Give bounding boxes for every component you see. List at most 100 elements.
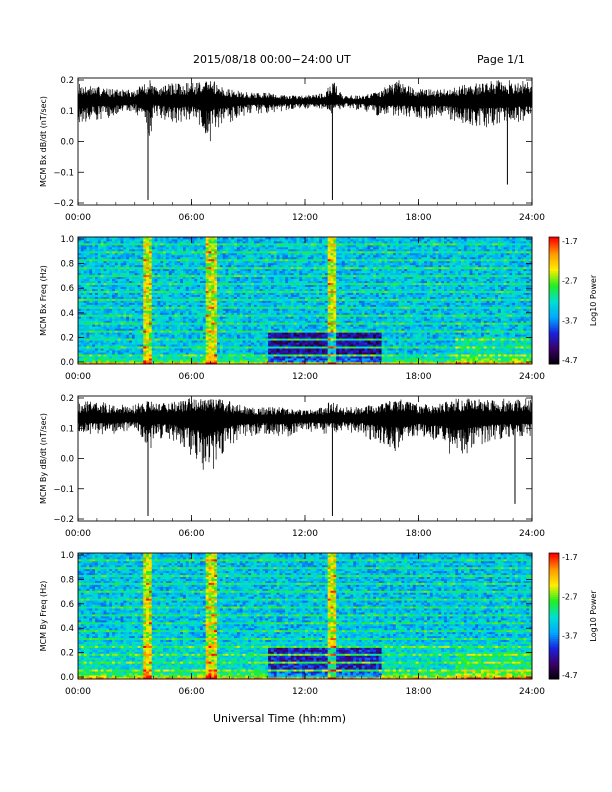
- heat-cell: [219, 336, 224, 339]
- heat-cell: [109, 290, 113, 293]
- heat-cell: [92, 358, 96, 361]
- heat-cell: [154, 240, 158, 244]
- heat-cell: [86, 352, 90, 355]
- heat-cell: [109, 330, 113, 333]
- heat-cell: [126, 344, 130, 347]
- heat-cell: [182, 338, 187, 341]
- heat-cell: [163, 318, 167, 321]
- heat-cell: [100, 332, 104, 335]
- heat-cell: [92, 286, 96, 289]
- heat-cell: [180, 310, 184, 313]
- heat-cell: [80, 256, 85, 260]
- heat-cell: [197, 308, 201, 311]
- heat-cell: [131, 318, 136, 321]
- heat-cell: [194, 324, 198, 327]
- heat-cell: [185, 350, 190, 353]
- heat-cell: [217, 242, 221, 246]
- heat-cell: [140, 242, 144, 246]
- heat-cell: [197, 302, 201, 305]
- heat-cell: [126, 237, 130, 240]
- heat-cell: [214, 272, 218, 276]
- heat-cell: [200, 348, 204, 351]
- heat-cell: [177, 300, 181, 303]
- heat-cell: [106, 340, 110, 343]
- heat-cell: [157, 316, 161, 319]
- heat-cell: [174, 362, 178, 365]
- heat-cell: [97, 354, 102, 357]
- heat-cell: [117, 258, 121, 262]
- heat-cell: [211, 336, 215, 339]
- heat-cell: [182, 326, 187, 329]
- heat-cell: [86, 252, 90, 256]
- heat-cell: [134, 354, 138, 357]
- heat-cell: [126, 244, 130, 248]
- heat-cell: [208, 300, 212, 303]
- heat-cell: [103, 326, 107, 329]
- heat-cell: [114, 340, 119, 343]
- heat-cell: [165, 272, 170, 276]
- heat-cell: [114, 256, 119, 260]
- heat-cell: [231, 340, 235, 343]
- heat-cell: [126, 290, 130, 293]
- heat-cell: [182, 298, 187, 301]
- heat-cell: [106, 237, 110, 240]
- heat-cell: [143, 237, 147, 240]
- heat-cell: [100, 248, 104, 252]
- heat-cell: [165, 360, 170, 363]
- heat-cell: [126, 270, 130, 274]
- heat-cell: [95, 334, 99, 337]
- heat-cell: [112, 248, 116, 252]
- heat-cell: [100, 292, 104, 295]
- heat-cell: [80, 312, 85, 315]
- heat-cell: [83, 242, 87, 246]
- heat-cell: [80, 348, 85, 351]
- heat-cell: [228, 244, 232, 248]
- heat-cell: [80, 332, 85, 335]
- heat-cell: [205, 360, 209, 363]
- heat-cell: [165, 326, 170, 329]
- heat-cell: [217, 254, 221, 258]
- heat-cell: [214, 354, 218, 357]
- heat-cell: [146, 258, 150, 262]
- heat-cell: [219, 258, 224, 262]
- heat-cell: [217, 286, 221, 289]
- heat-cell: [137, 242, 141, 246]
- heat-cell: [112, 290, 116, 293]
- heat-cell: [89, 290, 93, 293]
- heat-cell: [154, 276, 158, 280]
- heat-cell: [120, 240, 124, 244]
- heat-cell: [123, 264, 127, 268]
- heat-cell: [78, 322, 82, 325]
- heat-cell: [211, 302, 215, 305]
- heat-cell: [191, 320, 195, 323]
- heat-cell: [95, 254, 99, 258]
- heat-cell: [219, 240, 224, 244]
- heat-cell: [174, 324, 178, 327]
- heat-cell: [106, 242, 110, 246]
- heat-cell: [129, 258, 133, 262]
- heat-cell: [163, 362, 167, 365]
- heat-cell: [231, 336, 235, 339]
- heat-cell: [211, 324, 215, 327]
- heat-cell: [78, 316, 82, 319]
- heat-cell: [109, 316, 113, 319]
- heat-cell: [126, 342, 130, 345]
- heat-cell: [214, 242, 218, 246]
- heat-cell: [117, 250, 121, 254]
- heat-cell: [168, 280, 173, 284]
- heat-cell: [180, 248, 184, 252]
- heat-cell: [174, 350, 178, 353]
- heat-cell: [171, 308, 175, 311]
- heat-cell: [180, 282, 184, 286]
- heat-cell: [171, 316, 175, 319]
- heat-cell: [165, 320, 170, 323]
- heat-cell: [109, 266, 113, 270]
- heat-cell: [151, 324, 156, 327]
- heat-cell: [131, 304, 136, 307]
- heat-cell: [182, 354, 187, 357]
- heat-cell: [120, 256, 124, 260]
- heat-cell: [123, 300, 127, 303]
- heat-cell: [106, 328, 110, 331]
- heat-cell: [219, 282, 224, 286]
- heat-cell: [202, 282, 207, 286]
